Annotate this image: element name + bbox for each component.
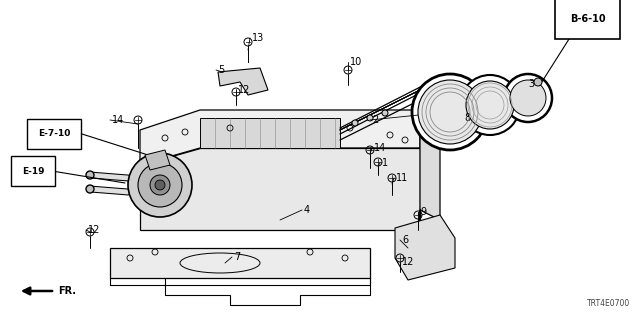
- Polygon shape: [145, 150, 170, 170]
- Text: 12: 12: [88, 225, 100, 235]
- Text: 7: 7: [234, 252, 240, 262]
- Circle shape: [466, 81, 514, 129]
- Text: 12: 12: [238, 85, 250, 95]
- Circle shape: [504, 74, 552, 122]
- Text: 2: 2: [372, 115, 378, 125]
- Circle shape: [412, 74, 488, 150]
- Circle shape: [155, 180, 165, 190]
- Text: E-7-10: E-7-10: [38, 130, 70, 139]
- Text: 12: 12: [402, 257, 414, 267]
- Circle shape: [510, 80, 546, 116]
- Polygon shape: [395, 215, 455, 280]
- Circle shape: [138, 163, 182, 207]
- Text: 9: 9: [420, 207, 426, 217]
- Text: 5: 5: [218, 65, 224, 75]
- Polygon shape: [218, 68, 268, 95]
- Circle shape: [86, 171, 94, 179]
- Text: 1: 1: [382, 158, 388, 168]
- Circle shape: [534, 78, 542, 86]
- Polygon shape: [140, 110, 420, 165]
- Text: TRT4E0700: TRT4E0700: [587, 299, 630, 308]
- Circle shape: [418, 80, 482, 144]
- Polygon shape: [140, 148, 420, 230]
- Text: 11: 11: [396, 173, 408, 183]
- Text: FR.: FR.: [58, 286, 76, 296]
- Circle shape: [460, 75, 520, 135]
- Polygon shape: [200, 118, 340, 148]
- Circle shape: [367, 115, 373, 121]
- Text: B-6-10: B-6-10: [570, 14, 605, 24]
- Text: 8: 8: [464, 113, 470, 123]
- Circle shape: [150, 175, 170, 195]
- Circle shape: [352, 120, 358, 126]
- Text: 4: 4: [304, 205, 310, 215]
- Text: E-19: E-19: [22, 166, 45, 175]
- Circle shape: [86, 185, 94, 193]
- Polygon shape: [420, 110, 440, 230]
- Circle shape: [382, 110, 388, 116]
- Text: 10: 10: [350, 57, 362, 67]
- Text: 6: 6: [402, 235, 408, 245]
- Polygon shape: [110, 248, 370, 278]
- Text: 14: 14: [374, 143, 387, 153]
- Text: 3: 3: [528, 79, 534, 89]
- Text: 14: 14: [112, 115, 124, 125]
- Text: 13: 13: [252, 33, 264, 43]
- Circle shape: [128, 153, 192, 217]
